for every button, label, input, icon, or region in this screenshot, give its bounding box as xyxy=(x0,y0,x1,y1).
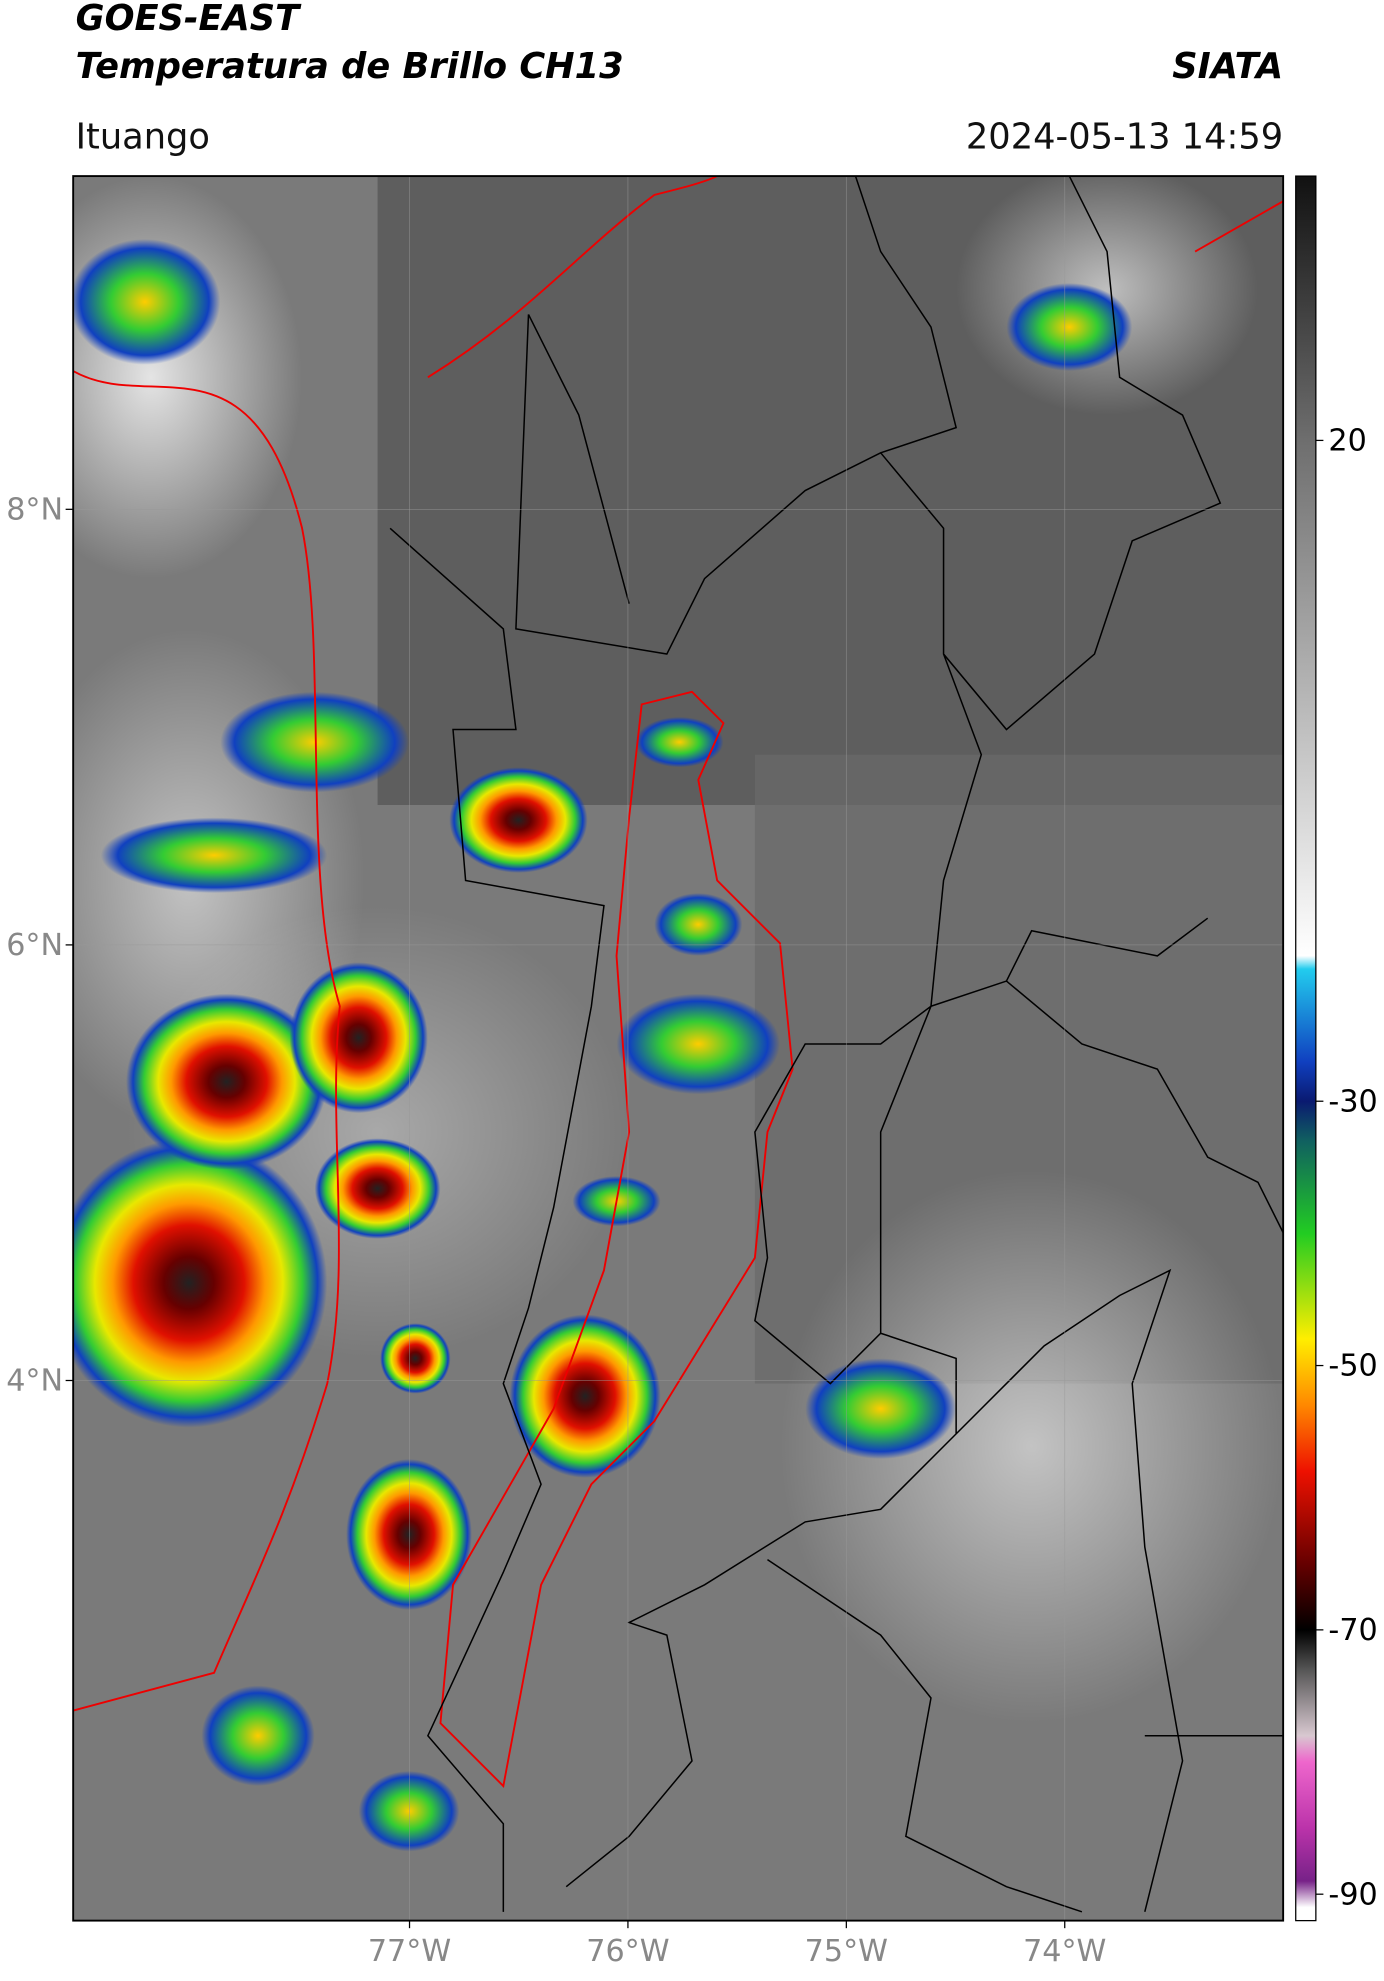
lon-tick-label: 74°W xyxy=(1023,1934,1106,1969)
subtitle: Temperatura de Brillo CH13 xyxy=(76,46,624,87)
lat-tick-label: 8°N xyxy=(6,492,63,527)
lon-tick-label: 76°W xyxy=(586,1934,669,1969)
map-frame xyxy=(72,175,1285,1922)
colorbar-tick-label: -70 xyxy=(1328,1613,1377,1648)
lat-tick-label: 4°N xyxy=(6,1364,63,1399)
title: GOES-EAST xyxy=(76,0,302,39)
colorbar xyxy=(1295,175,1317,1922)
map-imagery xyxy=(73,176,1284,1921)
lat-tick-label: 6°N xyxy=(6,928,63,963)
colorbar-tick-label: -30 xyxy=(1328,1084,1377,1119)
lon-tick-label: 75°W xyxy=(805,1934,888,1969)
datetime: 2024-05-13 14:59 xyxy=(966,116,1283,157)
colorbar-tick-label: -50 xyxy=(1328,1349,1377,1384)
organization: SIATA xyxy=(1172,46,1283,87)
grid xyxy=(73,176,1284,1921)
colorbar-tick-label: -90 xyxy=(1328,1877,1377,1912)
location: Ituango xyxy=(76,116,210,157)
lon-tick-label: 77°W xyxy=(368,1934,451,1969)
colorbar-tick-label: 20 xyxy=(1328,423,1366,458)
